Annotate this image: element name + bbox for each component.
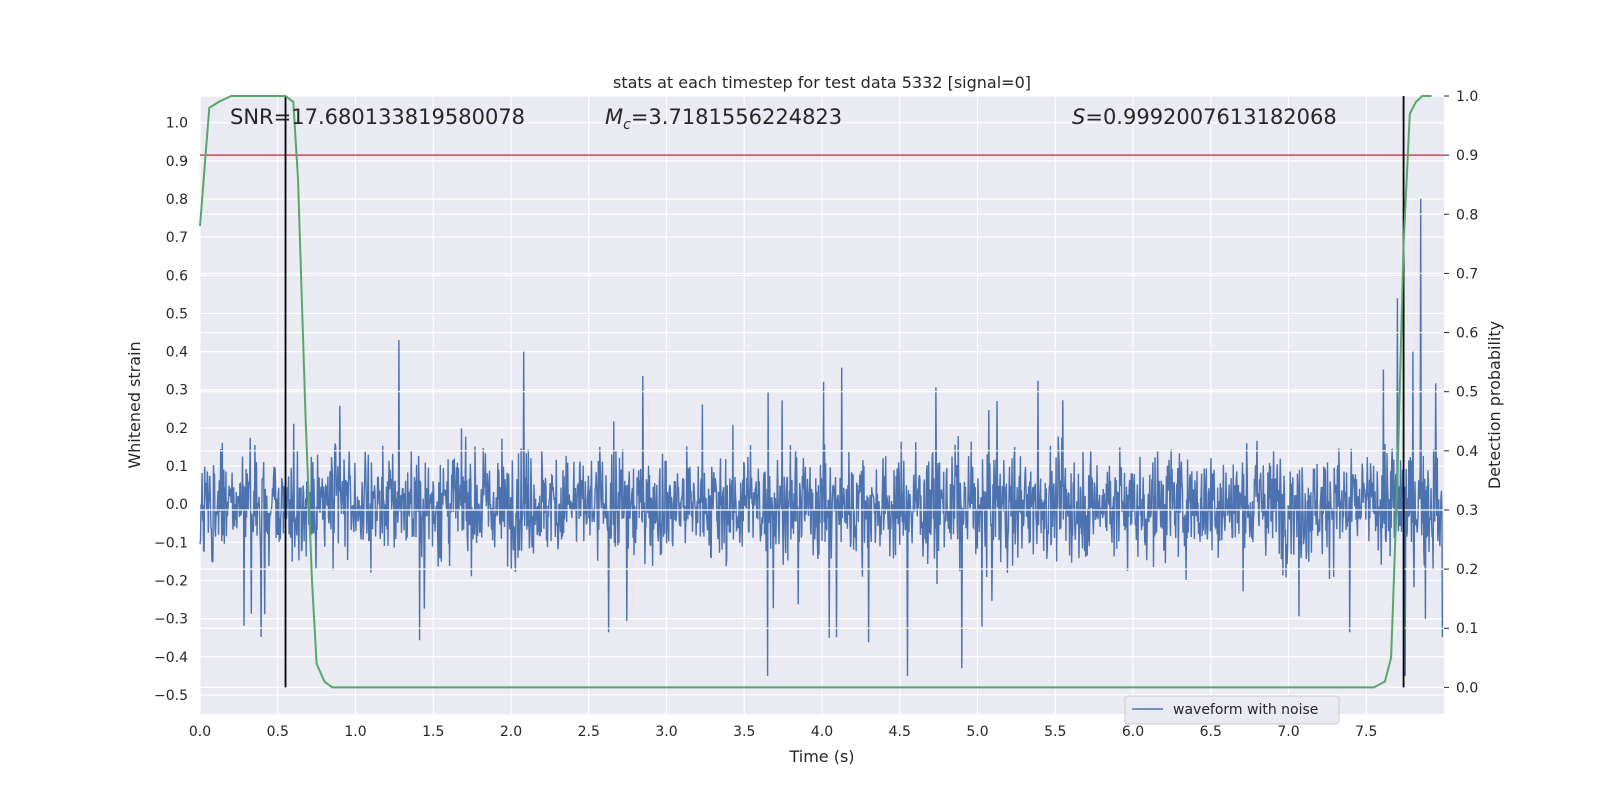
x-tick-label: 2.0 <box>500 724 522 740</box>
y-axis-label: Whitened strain <box>125 341 144 468</box>
snr-annotation: SNR=17.680133819580078 <box>230 105 525 129</box>
y-tick-label: −0.2 <box>154 573 188 589</box>
legend: waveform with noise <box>1124 695 1340 725</box>
y-tick-label: 1.0 <box>166 116 188 132</box>
y-tick-label: 0.7 <box>166 230 188 246</box>
waveform-series <box>199 198 1444 676</box>
y2-tick-label: 0.1 <box>1456 621 1478 637</box>
x-tick-label: 7.5 <box>1355 724 1377 740</box>
y2-tick-label: 0.5 <box>1456 385 1478 401</box>
y-tick-label: −0.5 <box>154 688 188 704</box>
axes: 0.0 0.5 1.0 1.5 2.0 2.5 3.0 3.5 4.0 4.5 5.0 5.5 6.0 6… <box>154 89 1478 740</box>
x-tick-label: 0.0 <box>189 724 211 740</box>
overlays <box>199 95 1444 689</box>
y2-tick-label: 1.0 <box>1456 89 1478 105</box>
x-tick-label: 5.5 <box>1044 724 1066 740</box>
chart-title: stats at each timestep for test data 533… <box>613 73 1031 92</box>
y-tick-label: 0.5 <box>166 306 188 322</box>
y-tick-label: −0.1 <box>154 535 188 551</box>
y-tick-label: 0.4 <box>166 345 188 361</box>
grid <box>199 96 1444 714</box>
y2-tick-label: 0.0 <box>1456 680 1478 696</box>
y-tick-label: −0.4 <box>154 650 188 666</box>
mc-annotation: Mc=3.7181556224823 <box>605 105 842 133</box>
legend-box <box>1124 695 1340 725</box>
x-tick-label: 6.5 <box>1200 724 1222 740</box>
x-tick-label: 3.0 <box>655 724 677 740</box>
x-tick-label: 7.0 <box>1277 724 1299 740</box>
y-tick-label: 0.0 <box>166 497 188 513</box>
y-tick-label: −0.3 <box>154 612 188 628</box>
y-tick-label: 0.1 <box>166 459 188 475</box>
y-tick-label: 0.2 <box>166 421 188 437</box>
x-axis-label: Time (s) <box>788 747 854 766</box>
y2-tick-label: 0.2 <box>1456 562 1478 578</box>
x-tick-label: 6.0 <box>1122 724 1144 740</box>
y-tick-label: 0.3 <box>166 383 188 399</box>
y2-tick-label: 0.8 <box>1456 207 1478 223</box>
y2-axis-label: Detection probability <box>1485 321 1504 489</box>
y2-tick-label: 0.7 <box>1456 266 1478 282</box>
s-annotation: S=0.9992007613182068 <box>1072 105 1337 129</box>
waveform-line <box>199 198 1444 676</box>
legend-label-waveform: waveform with noise <box>1173 702 1318 718</box>
x-tick-label: 5.0 <box>966 724 988 740</box>
y2-tick-label: 0.9 <box>1456 148 1478 164</box>
y2-tick-label: 0.4 <box>1456 444 1478 460</box>
y2-tick-label: 0.3 <box>1456 503 1478 519</box>
x-tick-label: 3.5 <box>733 724 755 740</box>
y2-tick-label: 0.6 <box>1456 326 1478 342</box>
x-tick-label: 0.5 <box>267 724 289 740</box>
x-tick-label: 4.0 <box>811 724 833 740</box>
x-tick-label: 1.5 <box>422 724 444 740</box>
x-tick-label: 4.5 <box>889 724 911 740</box>
y-tick-label: 0.9 <box>166 154 188 170</box>
x-tick-label: 1.0 <box>344 724 366 740</box>
x-tick-label: 2.5 <box>578 724 600 740</box>
y-tick-label: 0.8 <box>166 192 188 208</box>
y-tick-label: 0.6 <box>166 268 188 284</box>
detection-probability-line <box>199 95 1432 689</box>
